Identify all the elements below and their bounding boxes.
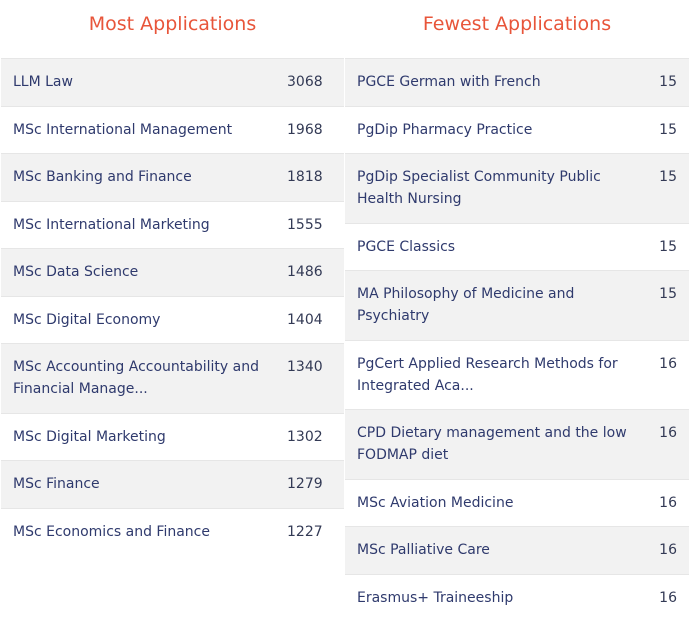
application-count: 16 bbox=[659, 542, 677, 558]
list-item: PgCert Applied Research Methods for Inte… bbox=[345, 341, 689, 410]
list-item: MSc Accounting Accountability and Financ… bbox=[1, 344, 344, 414]
application-count: 15 bbox=[659, 286, 677, 302]
most-applications-list: LLM Law 3068 MSc International Managemen… bbox=[1, 59, 344, 556]
fewest-applications-list: PGCE German with French 15 PgDip Pharmac… bbox=[345, 59, 689, 622]
program-name: MSc Digital Marketing bbox=[13, 429, 166, 445]
program-name: PgDip Pharmacy Practice bbox=[357, 122, 533, 138]
list-item: PgDip Specialist Community Public Health… bbox=[345, 154, 689, 224]
application-count: 1968 bbox=[287, 122, 323, 138]
list-item: MSc Digital Marketing 1302 bbox=[1, 414, 344, 461]
program-name: MSc Banking and Finance bbox=[13, 169, 192, 185]
application-count: 1486 bbox=[287, 264, 323, 280]
program-name: LLM Law bbox=[13, 74, 73, 90]
program-name: CPD Dietary management and the low FODMA… bbox=[357, 425, 627, 463]
most-applications-title: Most Applications bbox=[1, 0, 344, 59]
application-count: 16 bbox=[659, 590, 677, 606]
program-name: MSc Finance bbox=[13, 476, 100, 492]
application-count: 15 bbox=[659, 122, 677, 138]
program-name: MSc Aviation Medicine bbox=[357, 495, 514, 511]
application-count: 15 bbox=[659, 239, 677, 255]
list-item: PgDip Pharmacy Practice 15 bbox=[345, 107, 689, 154]
program-name: PGCE German with French bbox=[357, 74, 541, 90]
list-item: PGCE Classics 15 bbox=[345, 224, 689, 271]
program-name: MSc Data Science bbox=[13, 264, 139, 280]
list-item: PGCE German with French 15 bbox=[345, 59, 689, 107]
application-count: 3068 bbox=[287, 74, 323, 90]
application-count: 1404 bbox=[287, 312, 323, 328]
list-item: MSc Data Science 1486 bbox=[1, 249, 344, 297]
application-count: 15 bbox=[659, 74, 677, 90]
application-count: 15 bbox=[659, 169, 677, 185]
fewest-applications-title: Fewest Applications bbox=[345, 0, 689, 59]
list-item: CPD Dietary management and the low FODMA… bbox=[345, 410, 689, 480]
fewest-applications-panel: Fewest Applications PGCE German with Fre… bbox=[345, 0, 689, 622]
application-count: 1340 bbox=[287, 359, 323, 375]
application-count: 16 bbox=[659, 425, 677, 441]
program-name: MSc International Management bbox=[13, 122, 233, 138]
program-name: MSc International Marketing bbox=[13, 217, 210, 233]
program-name: PgDip Specialist Community Public Health… bbox=[357, 169, 601, 207]
list-item: MSc International Marketing 1555 bbox=[1, 202, 344, 249]
program-name: Erasmus+ Traineeship bbox=[357, 590, 514, 606]
program-name: PGCE Classics bbox=[357, 239, 456, 255]
application-count: 16 bbox=[659, 495, 677, 511]
program-name: MSc Digital Economy bbox=[13, 312, 161, 328]
list-item: MSc Banking and Finance 1818 bbox=[1, 154, 344, 202]
program-name: PgCert Applied Research Methods for Inte… bbox=[357, 356, 618, 394]
program-name: MSc Accounting Accountability and Financ… bbox=[13, 359, 259, 397]
list-item: Erasmus+ Traineeship 16 bbox=[345, 575, 689, 622]
application-count: 16 bbox=[659, 356, 677, 372]
application-count: 1227 bbox=[287, 524, 323, 540]
program-name: MA Philosophy of Medicine and Psychiatry bbox=[357, 286, 575, 324]
list-item: MSc Digital Economy 1404 bbox=[1, 297, 344, 344]
application-count: 1555 bbox=[287, 217, 323, 233]
list-item: MSc Economics and Finance 1227 bbox=[1, 509, 344, 556]
application-count: 1818 bbox=[287, 169, 323, 185]
most-applications-panel: Most Applications LLM Law 3068 MSc Inter… bbox=[1, 0, 344, 556]
list-item: MSc Palliative Care 16 bbox=[345, 527, 689, 575]
list-item: MA Philosophy of Medicine and Psychiatry… bbox=[345, 271, 689, 341]
list-item: MSc International Management 1968 bbox=[1, 107, 344, 154]
list-item: MSc Finance 1279 bbox=[1, 461, 344, 509]
list-item: LLM Law 3068 bbox=[1, 59, 344, 107]
program-name: MSc Economics and Finance bbox=[13, 524, 210, 540]
application-count: 1302 bbox=[287, 429, 323, 445]
program-name: MSc Palliative Care bbox=[357, 542, 490, 558]
application-count: 1279 bbox=[287, 476, 323, 492]
list-item: MSc Aviation Medicine 16 bbox=[345, 480, 689, 527]
